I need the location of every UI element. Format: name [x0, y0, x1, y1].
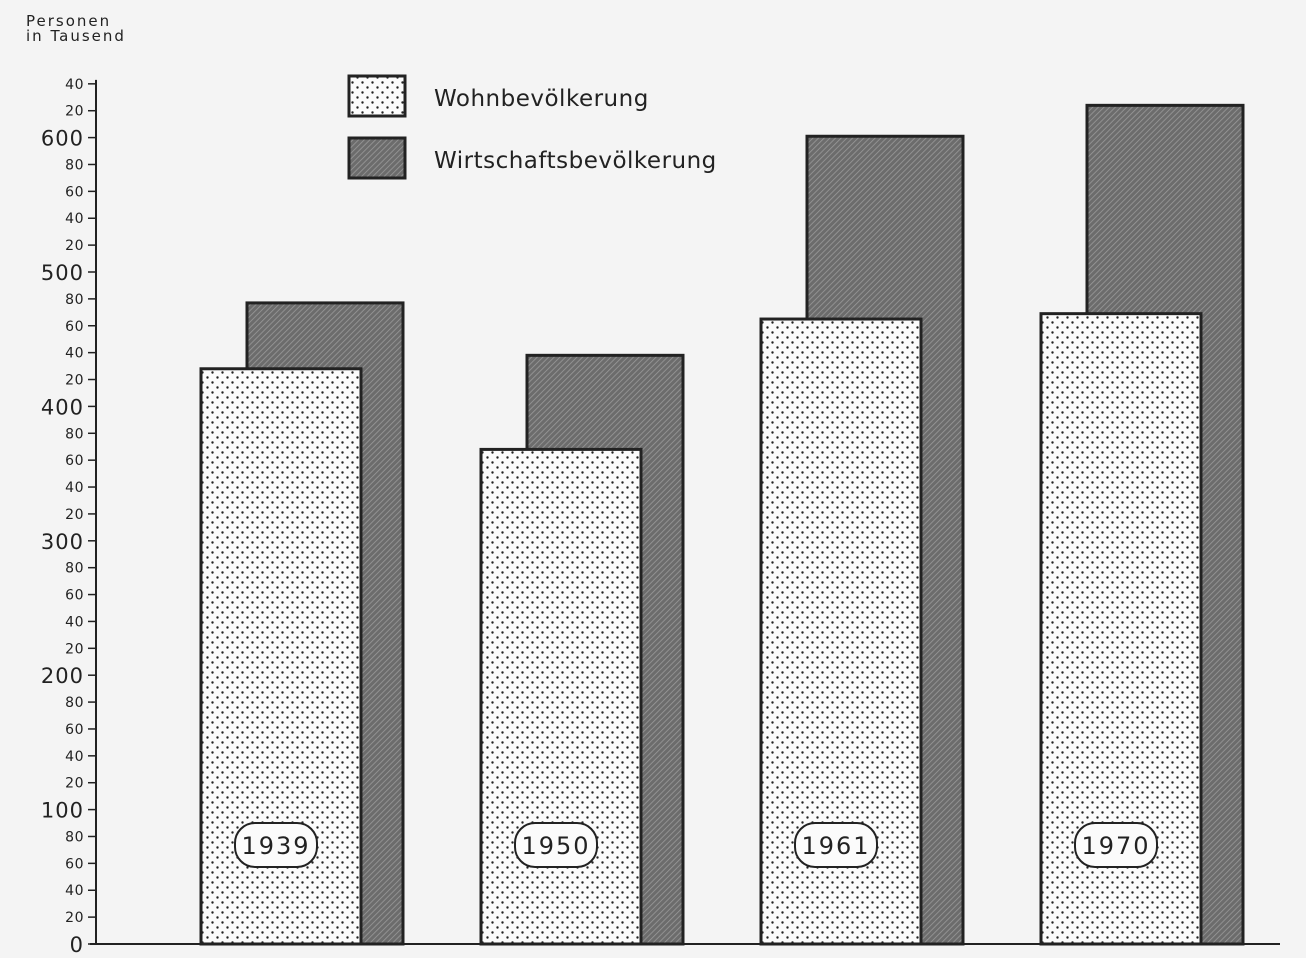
legend-swatch-wirtschaftsbevoelkerung [347, 136, 407, 180]
y-tick-label-13: 60 [65, 588, 84, 604]
y-tick-label-19: 80 [65, 426, 84, 442]
category-label-box-1970 [1074, 822, 1158, 868]
y-tick-label-16: 20 [65, 507, 84, 523]
y-tick-label-18: 60 [65, 453, 84, 469]
y-tick-label-2: 40 [65, 883, 84, 899]
y-tick-label-1: 20 [65, 910, 84, 926]
y-tick-label-21: 20 [65, 373, 84, 389]
y-tick-label-14: 80 [65, 561, 84, 577]
y-tick-label-0: 0 [70, 933, 84, 957]
y-tick-label-30: 600 [41, 127, 84, 151]
y-tick-label-9: 80 [65, 695, 84, 711]
y-tick-label-27: 40 [65, 211, 84, 227]
bar-wohnbevoelkerung-1950 [479, 447, 643, 946]
y-tick-label-22: 40 [65, 346, 84, 362]
y-tick-label-4: 80 [65, 829, 84, 845]
bars: 1939 1950 1961 1970 [199, 103, 1245, 946]
y-tick-label-11: 20 [65, 641, 84, 657]
y-tick-label-31: 20 [65, 104, 84, 120]
y-tick-label-5: 100 [41, 799, 84, 823]
y-tick-label-17: 40 [65, 480, 84, 496]
y-tick-label-25: 500 [41, 261, 84, 285]
y-tick-label-3: 60 [65, 856, 84, 872]
category-label-box-1961 [794, 822, 878, 868]
y-tick-label-15: 300 [41, 530, 84, 554]
legend: Wohnbevölkerung Wirtschaftsbevölkerung [347, 74, 717, 180]
y-tick-label-24: 80 [65, 292, 84, 308]
y-tick-label-7: 40 [65, 749, 84, 765]
y-axis-title-line-2: in Tausend [26, 27, 126, 45]
y-tick-label-26: 20 [65, 238, 84, 254]
category-label-box-1950 [514, 822, 598, 868]
legend-swatch-wohnbevoelkerung [347, 74, 407, 118]
y-axis-title: Personen in Tausend [26, 14, 126, 44]
y-tick-label-12: 40 [65, 614, 84, 630]
legend-label-wirtschaftsbevoelkerung: Wirtschaftsbevölkerung [434, 148, 717, 174]
y-tick-label-32: 40 [65, 77, 84, 93]
category-label-1970: 1970 [1081, 832, 1150, 860]
y-tick-label-20: 400 [41, 395, 84, 419]
y-tick-label-8: 60 [65, 722, 84, 738]
bar-wohnbevoelkerung-1970 [1039, 312, 1203, 946]
category-label-1939: 1939 [241, 832, 310, 860]
y-axis-title-line-1: Personen [26, 12, 112, 30]
y-tick-label-29: 80 [65, 157, 84, 173]
y-tick-label-6: 20 [65, 776, 84, 792]
category-label-box-1939 [234, 822, 318, 868]
y-tick-label-28: 60 [65, 184, 84, 200]
y-tick-label-10: 200 [41, 664, 84, 688]
y-tick-label-23: 60 [65, 319, 84, 335]
category-label-1950: 1950 [521, 832, 590, 860]
category-label-1961: 1961 [801, 832, 870, 860]
legend-label-wohnbevoelkerung: Wohnbevölkerung [434, 86, 649, 112]
